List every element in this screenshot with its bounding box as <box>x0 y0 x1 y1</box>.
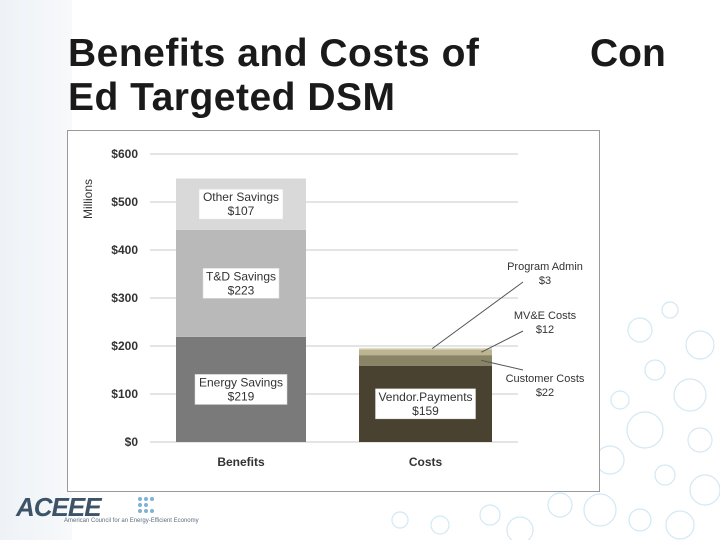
aceee-logo: ACEEE American Council for an Energy-Eff… <box>16 492 206 532</box>
logo-wordmark: ACEEE <box>16 492 102 522</box>
bar-segment <box>359 355 492 366</box>
y-axis-label: Millions <box>81 179 95 219</box>
data-label-box <box>194 374 288 405</box>
segment-name-label: Vendor.Payments <box>378 390 472 404</box>
slide-title-continuation: Con <box>590 32 666 75</box>
data-label-box <box>198 188 284 220</box>
logo-dots-icon <box>138 497 154 513</box>
y-tick-label: $0 <box>125 435 139 449</box>
logo-subtitle: American Council for an Energy-Efficient… <box>64 518 199 524</box>
callout-name-label: Customer Costs <box>506 373 585 385</box>
callout-value-label: $3 <box>539 275 551 287</box>
data-label: $159 <box>412 404 439 418</box>
x-tick-label: Costs <box>409 455 443 469</box>
slide-title: Benefits and Costs of Ed Targeted DSM <box>68 32 480 119</box>
stacked-bar-chart: Millions $0 $100 $200 $300 $400 $500 $600 Benef… <box>81 147 585 469</box>
y-tick-label: $600 <box>111 147 138 161</box>
callout-line <box>481 330 524 353</box>
data-label-box <box>202 268 280 299</box>
y-tick-label: $400 <box>111 243 138 257</box>
segment-name-label: T&D Savings <box>206 269 276 283</box>
bar-segment <box>359 347 492 350</box>
data-label: $223 <box>228 283 255 297</box>
bar-segment <box>359 349 492 356</box>
callout-value-label: $12 <box>536 324 554 336</box>
data-label: $219 <box>228 389 255 403</box>
data-label-box <box>375 388 476 420</box>
slide-left-band <box>0 0 72 540</box>
x-tick-label: Benefits <box>217 455 265 469</box>
callout-name-label: MV&E Costs <box>514 310 577 322</box>
y-tick-label: $500 <box>111 195 138 209</box>
y-tick-label: $200 <box>111 339 138 353</box>
callout-name-label: Program Admin <box>507 261 583 273</box>
data-label: $107 <box>228 204 255 218</box>
callout-line <box>481 359 524 371</box>
chart-frame: Millions $0 $100 $200 $300 $400 $500 $600 Benef… <box>67 130 600 492</box>
segment-name-label: Other Savings <box>203 190 279 204</box>
callout-line <box>431 281 524 350</box>
segment-name-label: Energy Savings <box>199 375 283 389</box>
callout-value-label: $22 <box>536 387 554 399</box>
y-tick-label: $300 <box>111 291 138 305</box>
y-tick-label: $100 <box>111 387 138 401</box>
